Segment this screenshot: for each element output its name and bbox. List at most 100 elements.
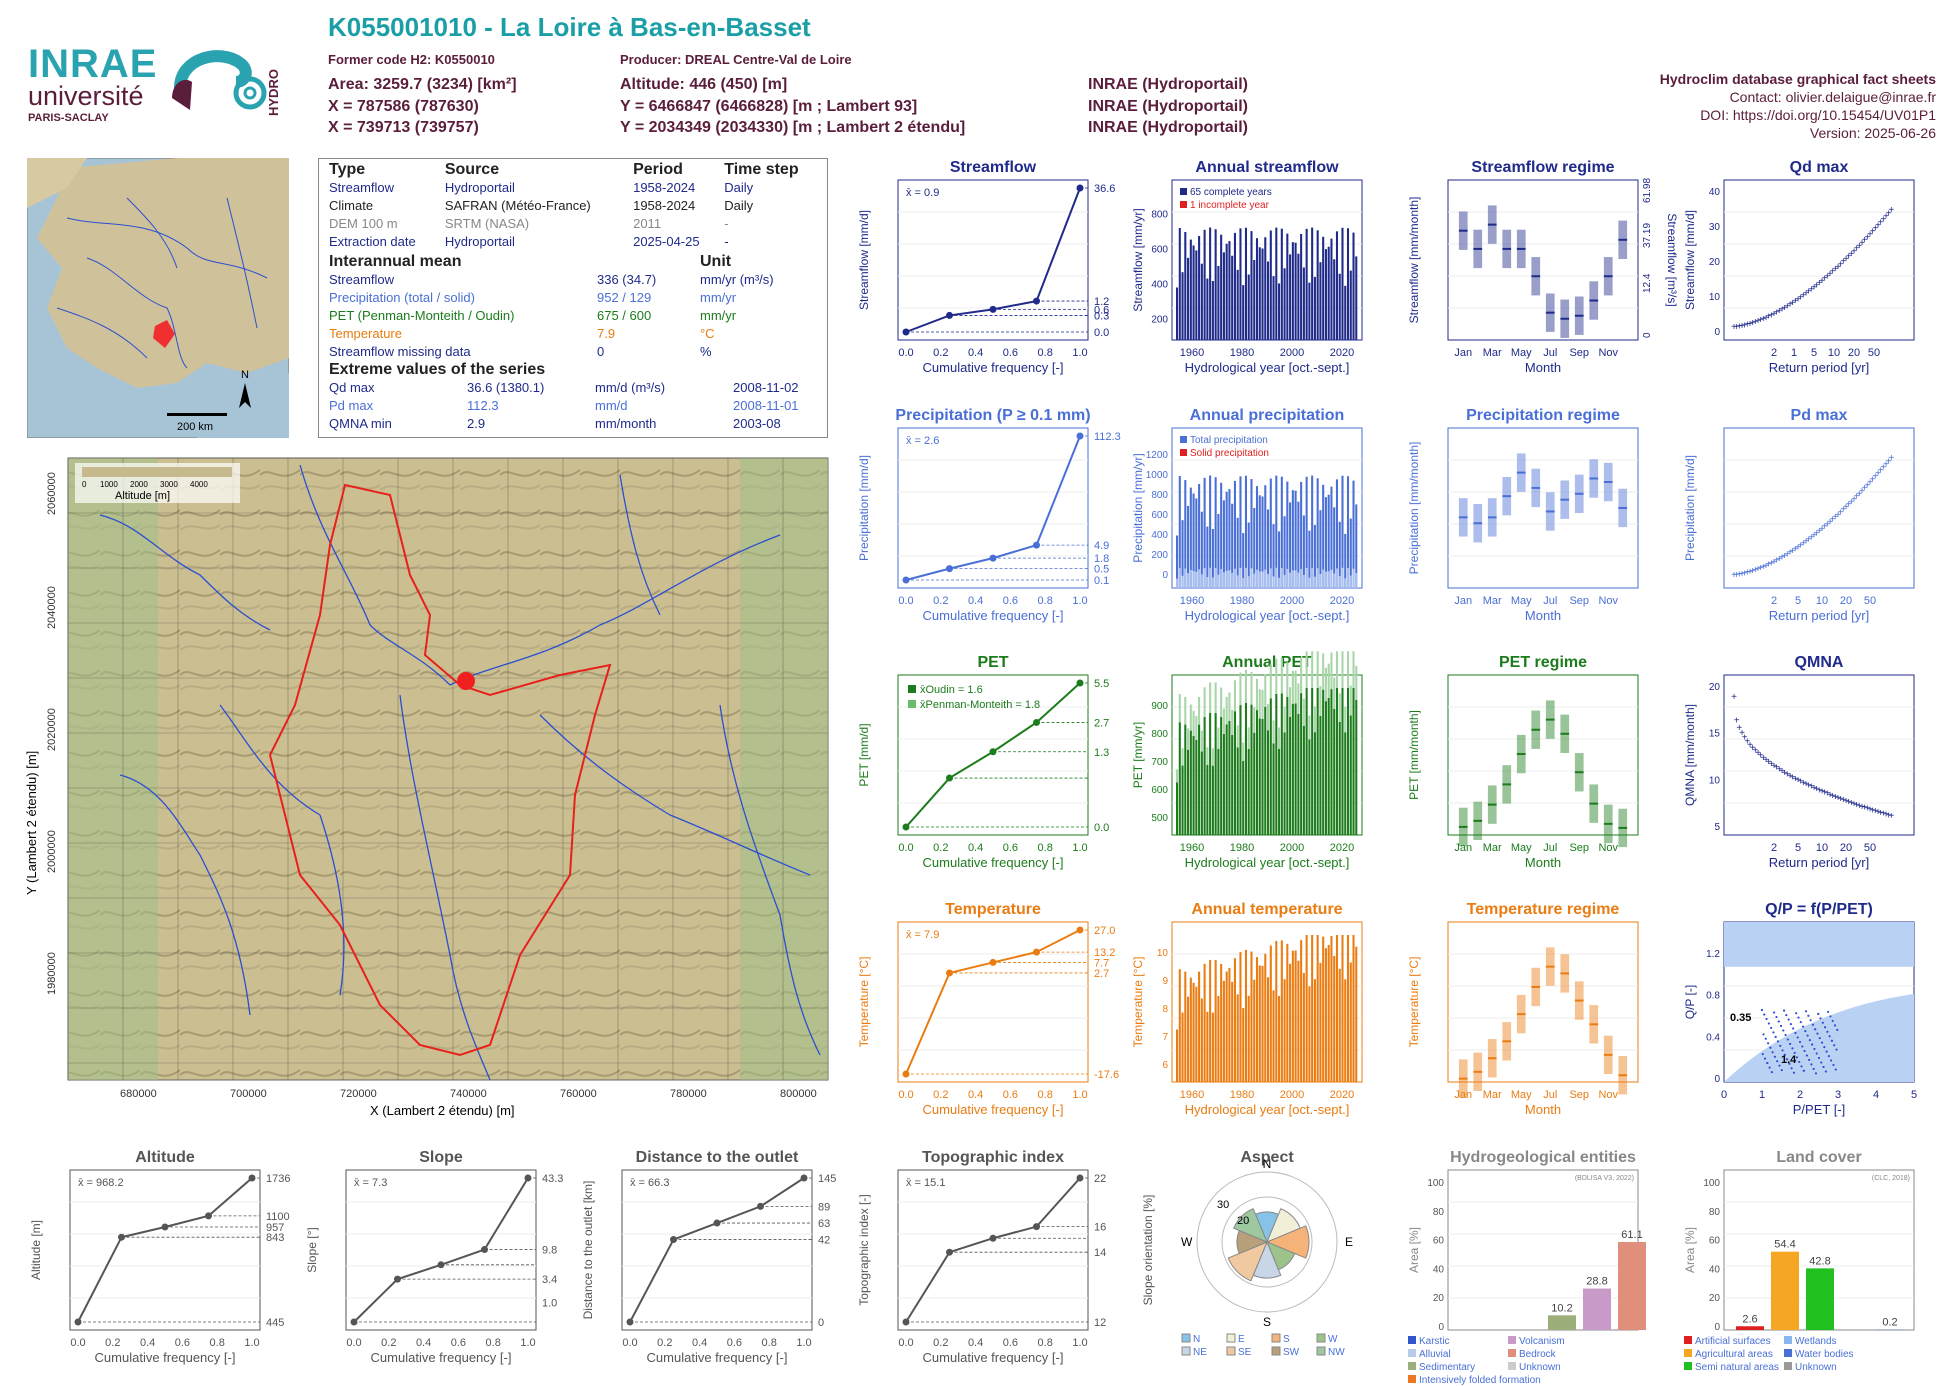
frequency-point: + [1763, 313, 1769, 324]
pm-pet-bar [1327, 663, 1330, 698]
x-tick: 1.0 [1072, 842, 1087, 854]
annual-bar [1272, 990, 1275, 1082]
right-tick-label: 0.6 [1094, 304, 1109, 316]
annual-bar [1192, 982, 1195, 1082]
x-tick: 1.0 [520, 1337, 535, 1349]
frequency-point: + [1784, 769, 1790, 780]
annual-bar [1272, 276, 1275, 340]
row-source: Hydroportail [444, 180, 515, 195]
annual-bar [1311, 935, 1314, 1082]
annual-bar [1239, 952, 1242, 1082]
right-tick-label: 0.0 [1094, 327, 1109, 339]
row-type: Streamflow [329, 180, 395, 195]
daily-point [1811, 1023, 1814, 1026]
chart-title: Qd max [1790, 159, 1849, 176]
solid-precip-bar [1181, 575, 1184, 588]
paris-saclay-wordmark: PARIS-SACLAY [28, 112, 109, 124]
precip-cdf-panel: Precipitation (P ≥ 0.1 mm) Cumulative fre… [857, 407, 1121, 623]
solid-precip-bar [1255, 569, 1259, 588]
extreme-value: 36.6 (1380.1) [467, 380, 545, 395]
x-tick: Nov [1598, 347, 1618, 359]
mean-unit: % [699, 344, 712, 359]
daily-point [1783, 1009, 1786, 1012]
right-tick-label: 1.3 [1094, 747, 1109, 759]
frequency-point: + [1758, 563, 1764, 574]
map-ytick: 2060000 [46, 472, 58, 515]
frequency-point: + [1779, 305, 1785, 316]
frequency-point: + [1750, 566, 1756, 577]
pm-pet-bar [1338, 693, 1341, 722]
frequency-point: + [1742, 568, 1748, 579]
right-tick-label: 22 [1094, 1173, 1106, 1185]
solid-precip-bar [1236, 575, 1239, 588]
daily-point [1812, 1067, 1815, 1070]
x-tick: 1960 [1180, 1089, 1204, 1101]
x-axis-label: Hydrological year [oct.-sept.] [1185, 608, 1350, 623]
right-tick-label: 1.2 [1094, 296, 1109, 308]
annual-bar [1355, 504, 1358, 588]
daily-point [1815, 1052, 1818, 1055]
frequency-point: + [1880, 215, 1886, 226]
chart-title: Hydrogeological entities [1450, 1149, 1636, 1166]
x-tick: 0.6 [1003, 842, 1018, 854]
annual-bar [1261, 496, 1264, 588]
x-tick: 0.4 [140, 1337, 155, 1349]
row-step: - [724, 216, 729, 231]
x-tick: 5 [1795, 842, 1801, 854]
frequency-point: + [1864, 232, 1870, 243]
daily-point [1786, 1058, 1789, 1061]
annual-bar [1203, 229, 1206, 340]
solid-precip-bar [1311, 567, 1314, 588]
y-tick: 0.4 [1706, 1032, 1720, 1043]
annual-bar [1333, 955, 1336, 1082]
pm-pet-bar [1346, 651, 1350, 688]
frequency-point: + [1856, 801, 1862, 812]
annual-bar [1200, 511, 1203, 588]
row-source: Hydroportail [444, 234, 515, 249]
daily-point [1810, 1063, 1813, 1066]
map-xtick: 760000 [560, 1088, 597, 1100]
legend-label: Semi natural areas [1695, 1362, 1779, 1373]
annual-bar [1206, 278, 1209, 340]
y-l93: Y = 6466847 (6466828) [m ; Lambert 93] [620, 98, 918, 115]
frequency-point: + [1851, 246, 1857, 257]
solid-precip-bar [1242, 578, 1245, 588]
page-title: K055001010 - La Loire à Bas-en-Basset [328, 12, 811, 42]
source-note: (CLC, 2018) [1872, 1175, 1910, 1182]
solid-precip-bar [1198, 569, 1201, 588]
distance-cdf-panel: Distance to the outlet Cumulative frequen… [581, 1149, 836, 1365]
x-tick: 0.8 [1038, 347, 1053, 359]
pm-pet-bar [1187, 728, 1190, 750]
frequency-point: + [1771, 309, 1777, 320]
frequency-point: + [1790, 772, 1796, 783]
pm-pet-bar [1192, 710, 1195, 736]
right-tick-label: -17.6 [1094, 1069, 1119, 1081]
right-tick-label: 2.7 [1094, 968, 1109, 980]
y-tick: 20 [1433, 1293, 1445, 1304]
x-tick: 0.4 [968, 1337, 983, 1349]
x-tick: Mar [1483, 1089, 1502, 1101]
legend-swatch [908, 685, 916, 693]
annual-bar [1297, 960, 1300, 1082]
legend-swatch [1408, 1362, 1416, 1370]
legend-swatch [1271, 1346, 1281, 1356]
frequency-point: + [1771, 557, 1777, 568]
annual-bar [1247, 522, 1250, 588]
frequency-point: + [1883, 810, 1889, 821]
frequency-point: + [1774, 763, 1780, 774]
legend-label: Solid precipitation [1190, 448, 1269, 459]
aspect-ring [1221, 1196, 1313, 1288]
y-tick: 600 [1151, 785, 1168, 796]
daily-point [1787, 1018, 1790, 1021]
annual-bar [1198, 971, 1201, 1082]
right-tick-label: 61.98 [1642, 178, 1653, 203]
solid-precip-bar [1300, 568, 1303, 588]
former-code: Former code H2: K0550010 [328, 52, 495, 67]
x-tick: 1980 [1230, 842, 1254, 854]
annual-bar [1327, 494, 1330, 588]
aspect-n: N [1263, 1157, 1272, 1171]
annual-bar [1313, 276, 1316, 340]
frequency-point: + [1736, 569, 1742, 580]
mean-name: Temperature [329, 326, 402, 341]
factsheet-doi: DOI: https://doi.org/10.15454/UV01P1 [1700, 107, 1936, 123]
